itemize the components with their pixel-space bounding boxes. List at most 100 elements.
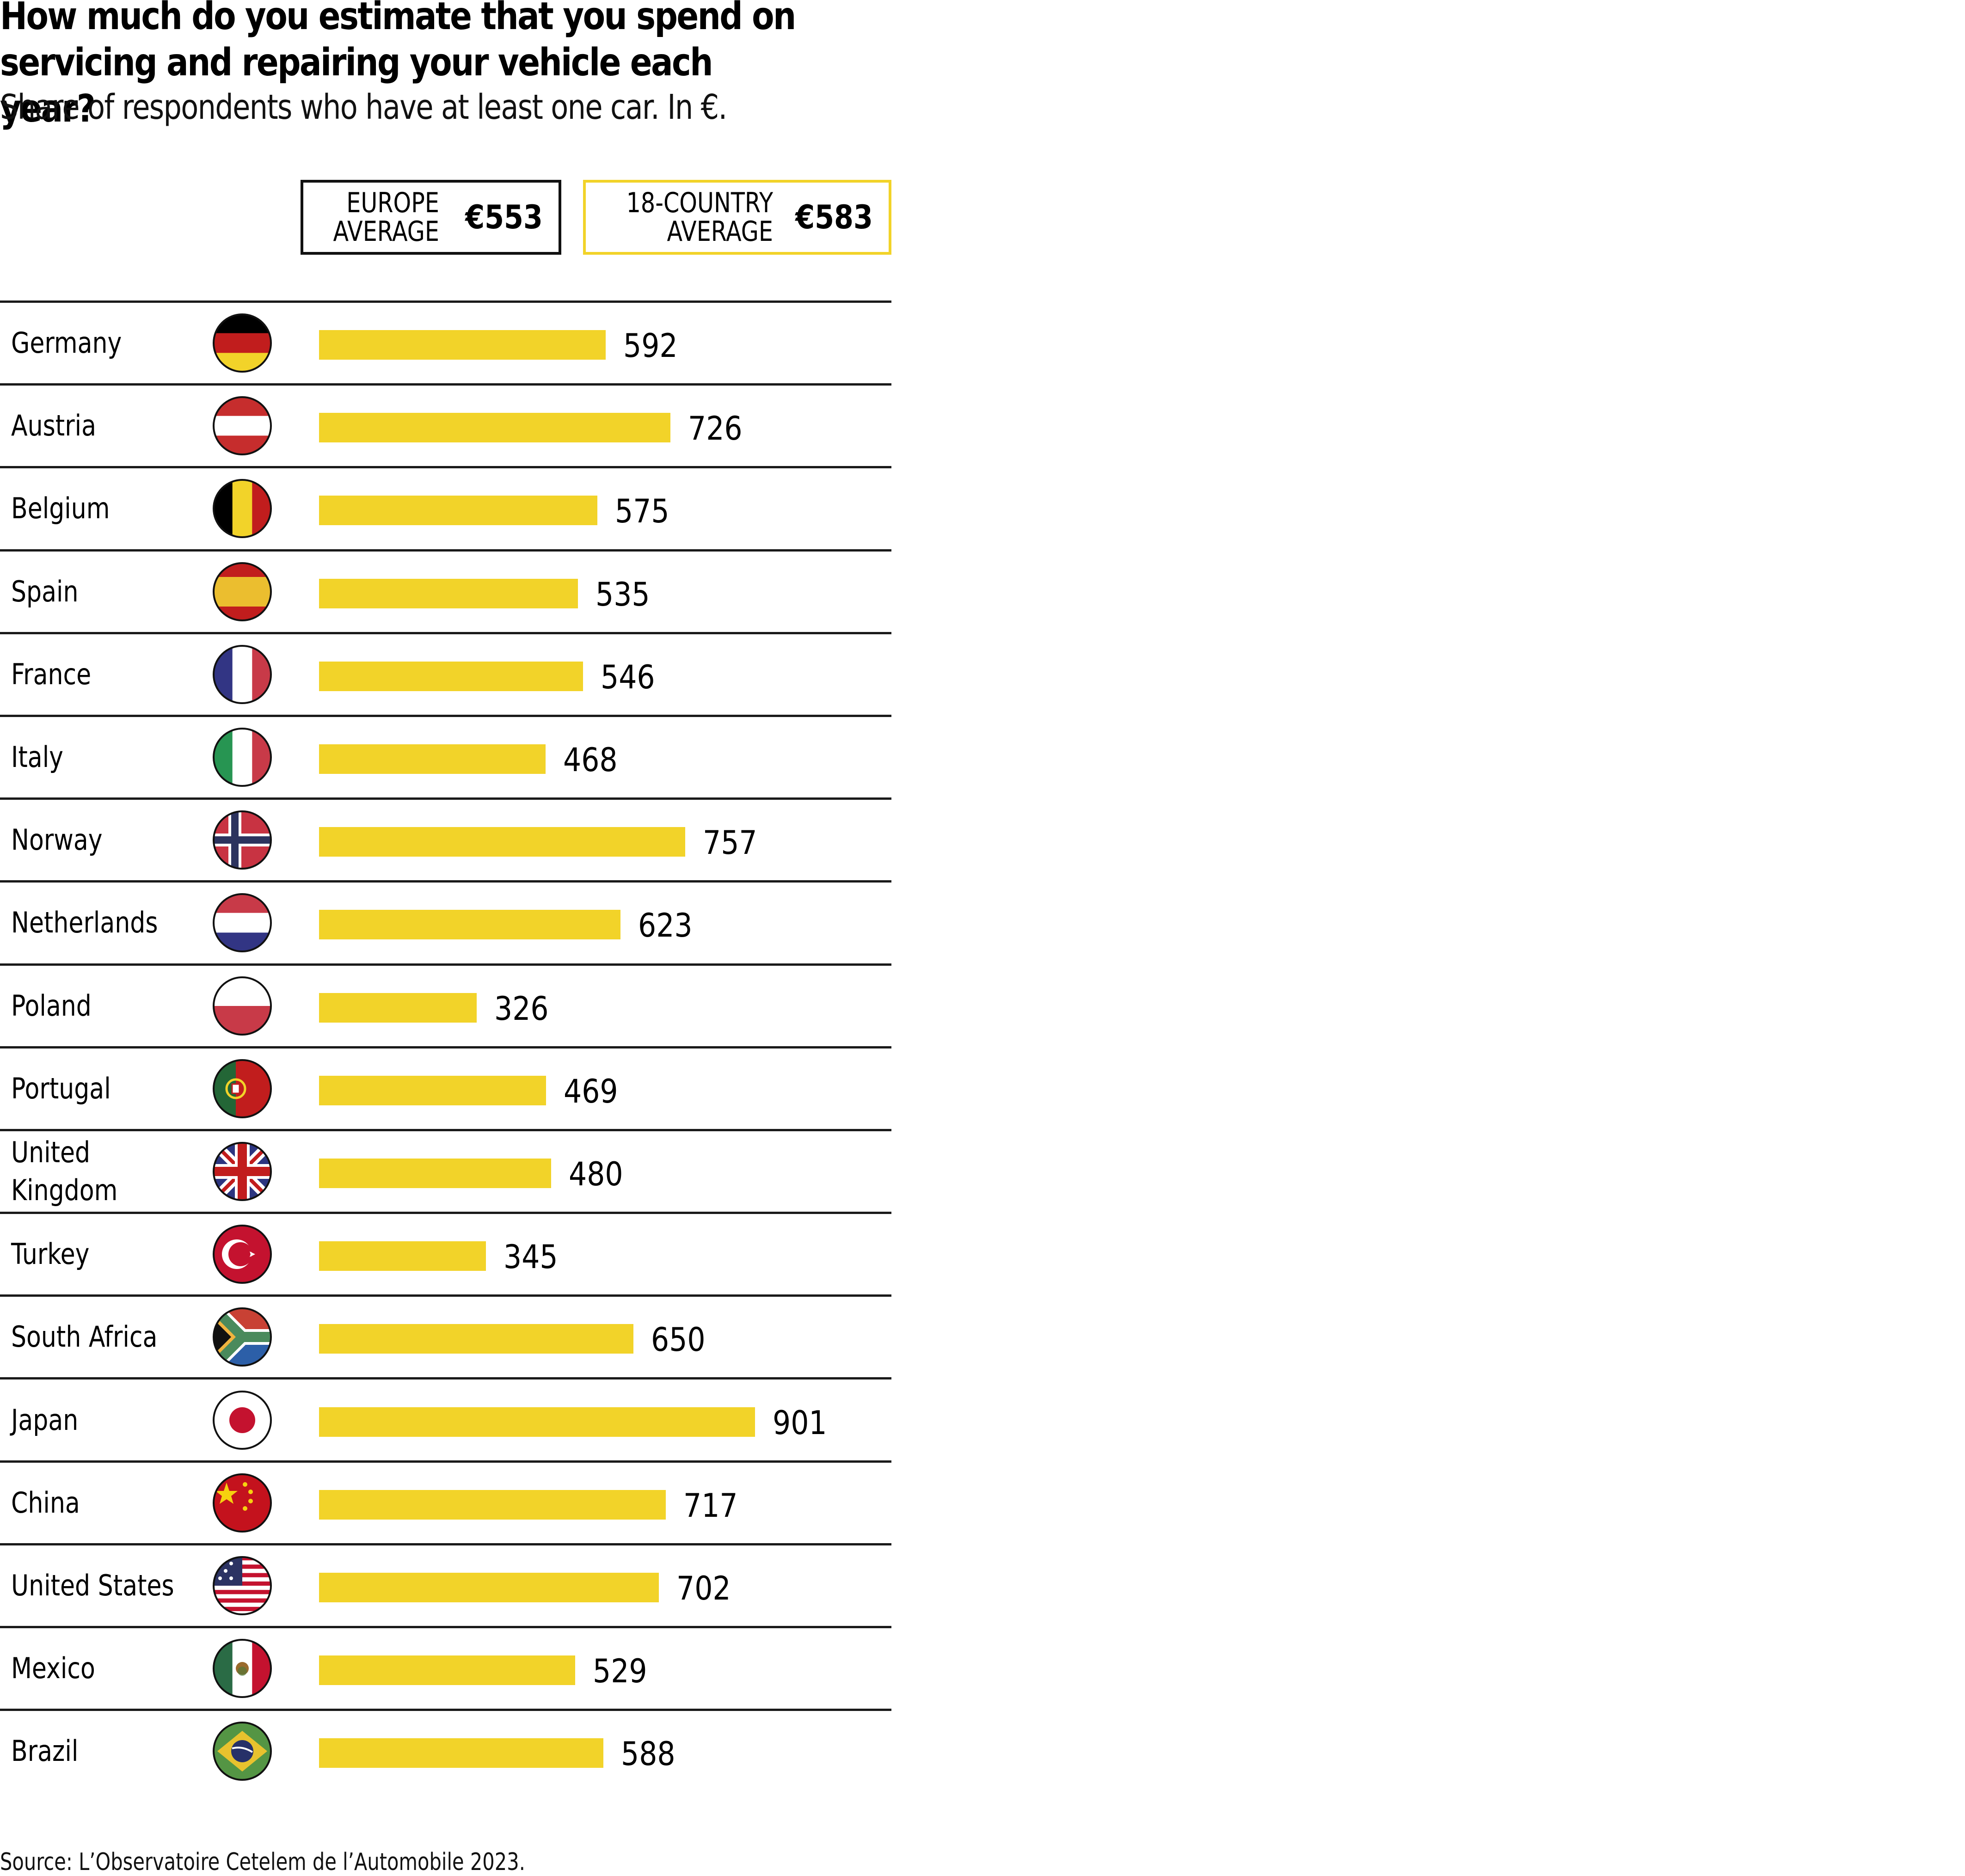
table-row: South Africa 650: [0, 1294, 891, 1377]
bar-value-label: 546: [601, 658, 656, 696]
flag-belgium-icon: [213, 479, 272, 539]
flag-austria-icon: [213, 396, 272, 456]
table-row: Netherlands 623: [0, 880, 891, 963]
country-label: Netherlands: [11, 904, 174, 942]
country-label: Germany: [11, 324, 174, 362]
table-row: United Kingdom 480: [0, 1128, 891, 1212]
legend-18-country-label-line-2: AVERAGE: [667, 215, 773, 248]
bar-value-label: 592: [623, 327, 678, 365]
table-row: Italy 468: [0, 714, 891, 797]
flag-spain-icon: [213, 562, 272, 621]
flag-japan-icon: [213, 1390, 272, 1450]
table-row: Turkey 345: [0, 1212, 891, 1294]
flag-portugal-icon: [213, 1059, 272, 1118]
flag-germany-icon: [213, 313, 272, 373]
country-label-line: Norway: [11, 823, 103, 857]
bar-value-label: 702: [676, 1569, 731, 1607]
legend-europe-average: EUROPE AVERAGE €553: [301, 180, 561, 255]
bar: [319, 1075, 546, 1105]
chart-title-line-2: servicing and repairing your vehicle eac…: [0, 41, 713, 131]
legend-18-country-average: 18-COUNTRY AVERAGE €583: [583, 180, 891, 255]
bar: [319, 910, 621, 940]
country-label-line: Germany: [11, 326, 122, 360]
bar: [319, 1655, 575, 1686]
country-label-line: Mexico: [11, 1651, 95, 1686]
bar-value-label: 901: [773, 1404, 827, 1442]
country-label: United Kingdom: [11, 1134, 174, 1209]
bar: [319, 1324, 634, 1354]
country-label-line: Austria: [11, 409, 96, 443]
source-note: Source: L’Observatoire Cetelem de l’Auto…: [0, 1848, 525, 1876]
flag-france-icon: [213, 644, 272, 704]
bar-chart: Germany 592 Austria 726 Belgium 575 Spain 5…: [0, 300, 891, 1791]
bar: [319, 1738, 604, 1768]
bar-value-label: 326: [494, 989, 549, 1028]
legend-18-country-value: €583: [795, 198, 873, 236]
bar-value-label: 757: [703, 824, 757, 862]
flag-brazil-icon: [213, 1722, 272, 1781]
legend-18-country-label: 18-COUNTRY AVERAGE: [583, 189, 773, 246]
table-row: Belgium 575: [0, 466, 891, 549]
bar: [319, 413, 670, 443]
bar-value-label: 529: [592, 1652, 647, 1691]
bar: [319, 661, 583, 691]
bar-value-label: 717: [683, 1486, 738, 1525]
bar-value-label: 535: [595, 575, 650, 613]
legend-europe-label: EUROPE AVERAGE: [303, 189, 439, 246]
bar-value-label: 469: [563, 1072, 618, 1110]
bar: [319, 578, 578, 608]
bar: [319, 1572, 659, 1602]
chart-title: How much do you estimate that you spend …: [0, 0, 796, 132]
flag-china-icon: [213, 1473, 272, 1533]
country-label-line: South Africa: [11, 1320, 158, 1354]
country-label-line: Italy: [11, 740, 63, 774]
country-label: Norway: [11, 821, 174, 859]
country-label-line: Netherlands: [11, 906, 158, 940]
country-label: Austria: [11, 407, 174, 445]
bar: [319, 1158, 552, 1188]
table-row: China 717: [0, 1460, 891, 1543]
country-label: Italy: [11, 738, 174, 776]
bar-value-label: 650: [651, 1321, 706, 1359]
bar: [319, 744, 546, 774]
chart-title-line-1: How much do you estimate that you spend …: [0, 0, 796, 38]
country-label: France: [11, 656, 174, 693]
legend-europe-label-line-2: AVERAGE: [333, 215, 439, 248]
country-label-line: France: [11, 657, 92, 691]
flag-netherlands-icon: [213, 893, 272, 953]
bar: [319, 993, 477, 1023]
bar-value-label: 588: [621, 1735, 675, 1773]
table-row: Spain 535: [0, 549, 891, 632]
bar: [319, 496, 597, 526]
table-row: United States 702: [0, 1543, 891, 1626]
country-label-line: Spain: [11, 574, 79, 608]
country-label-line: United States: [11, 1568, 174, 1602]
table-row: Austria 726: [0, 383, 891, 466]
bar: [319, 1241, 486, 1271]
country-label: Spain: [11, 573, 174, 611]
country-label: Belgium: [11, 490, 174, 527]
country-label-line: Japan: [11, 1403, 79, 1437]
country-label: Portugal: [11, 1070, 174, 1108]
country-label: Brazil: [11, 1732, 174, 1770]
bar-value-label: 575: [614, 492, 669, 531]
table-row: Poland 326: [0, 963, 891, 1046]
bar: [319, 827, 686, 857]
bar-value-label: 623: [638, 907, 693, 945]
bar-value-label: 345: [504, 1238, 558, 1276]
legend-18-country-label-line-1: 18-COUNTRY: [626, 187, 773, 219]
table-row: Mexico 529: [0, 1626, 891, 1709]
legend-europe-label-line-1: EUROPE: [346, 187, 439, 219]
country-label-line: Kingdom: [11, 1173, 118, 1207]
country-label: Turkey: [11, 1235, 174, 1273]
table-row: Norway 757: [0, 797, 891, 880]
country-label: China: [11, 1484, 174, 1522]
table-row: Portugal 469: [0, 1046, 891, 1129]
country-label: Mexico: [11, 1649, 174, 1687]
country-label-line: United: [11, 1135, 91, 1169]
flag-united-kingdom-icon: [213, 1141, 272, 1201]
table-row: Japan 901: [0, 1377, 891, 1460]
flag-poland-icon: [213, 976, 272, 1036]
country-label: Japan: [11, 1401, 174, 1439]
flag-united-states-icon: [213, 1556, 272, 1615]
